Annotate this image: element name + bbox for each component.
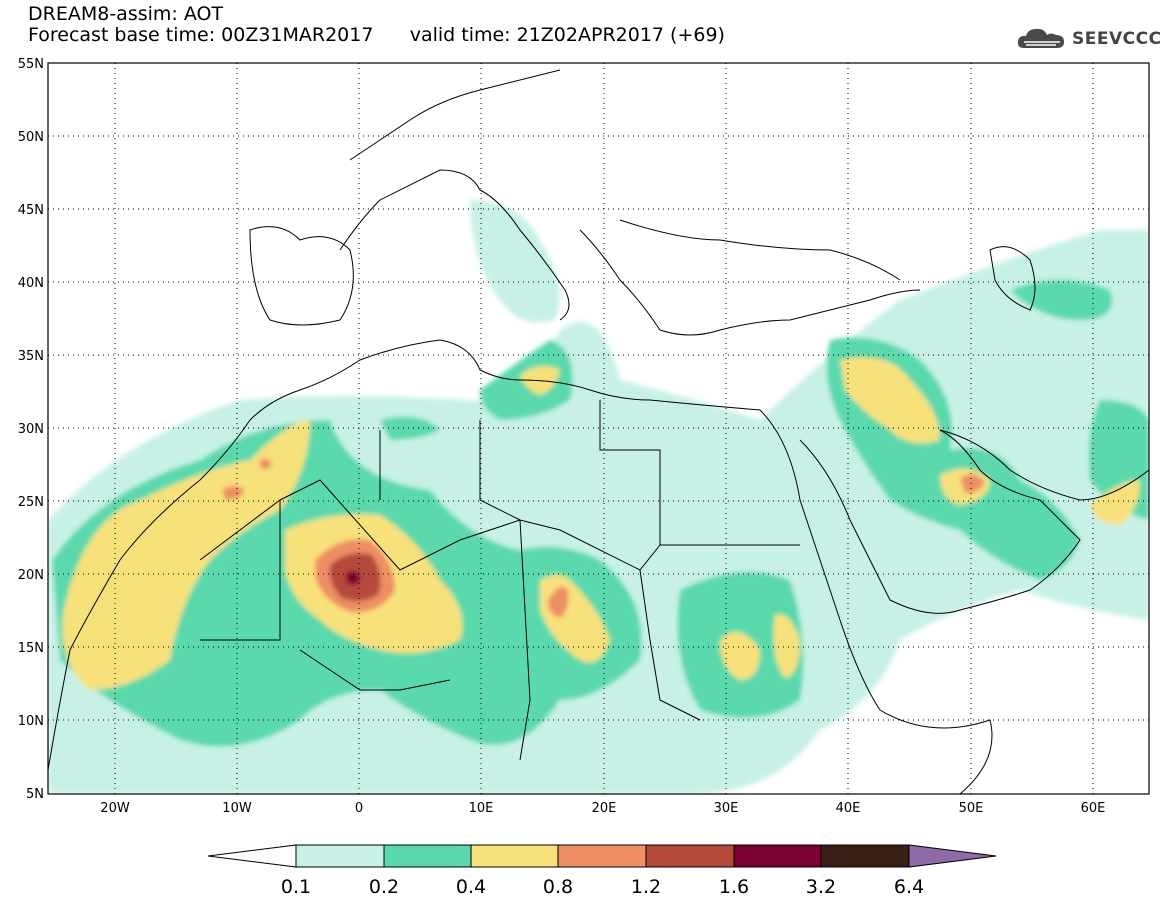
lat-label: 5N — [26, 787, 44, 802]
colorbar-label: 6.4 — [894, 876, 924, 898]
lon-label: 0 — [355, 801, 363, 816]
lat-label: 15N — [18, 641, 44, 656]
colorbar-label: 0.4 — [456, 876, 486, 898]
colorbar-swatch — [820, 844, 910, 868]
colorbar-label: 0.2 — [369, 876, 399, 898]
seevccc-logo: SEEVCCC — [1016, 26, 1162, 52]
valid-time: valid time: 21Z02APR2017 (+69) — [409, 24, 725, 46]
lat-axis: 5N 10N 15N 20N 25N 30N 35N 40N 45N 50N 5… — [18, 57, 44, 802]
lat-label: 25N — [18, 495, 44, 510]
lat-label: 55N — [18, 57, 44, 72]
colorbar: 0.1 0.2 0.4 0.8 1.2 1.6 3.2 6.4 — [207, 844, 997, 898]
lon-label: 20E — [592, 801, 617, 816]
logo-text: SEEVCCC — [1072, 29, 1162, 49]
map-title: DREAM8-assim: AOT — [28, 3, 224, 25]
colorbar-label: 0.1 — [281, 876, 311, 898]
lon-label: 20W — [100, 801, 130, 816]
graticule — [48, 63, 1149, 794]
lat-label: 35N — [18, 349, 44, 364]
colorbar-swatch — [470, 844, 559, 868]
colorbar-under-arrow — [207, 844, 297, 868]
map-frame — [47, 62, 1150, 795]
colorbar-label: 1.6 — [719, 876, 749, 898]
colorbar-over-arrow — [908, 844, 997, 868]
lon-label: 10W — [222, 801, 252, 816]
coastlines — [48, 69, 1149, 794]
lon-label: 30E — [714, 801, 739, 816]
aot-shading — [48, 200, 1149, 794]
lat-label: 50N — [18, 130, 44, 145]
colorbar-label: 0.8 — [543, 876, 573, 898]
forecast-base-time: Forecast base time: 00Z31MAR2017 — [28, 24, 374, 46]
cloud-logo-icon — [1017, 28, 1064, 48]
forecast-times: Forecast base time: 00Z31MAR2017 valid t… — [28, 25, 725, 46]
lat-label: 20N — [18, 568, 44, 583]
colorbar-swatch — [557, 844, 647, 868]
lon-axis: 20W 10W 0 10E 20E 30E 40E 50E 60E — [100, 801, 1105, 816]
lat-label: 40N — [18, 276, 44, 291]
colorbar-swatch — [295, 844, 385, 868]
lat-label: 30N — [18, 422, 44, 437]
map-title-block: DREAM8-assim: AOT Forecast base time: 00… — [28, 4, 725, 46]
colorbar-swatch — [383, 844, 472, 868]
lat-label: 10N — [18, 714, 44, 729]
colorbar-swatch — [645, 844, 735, 868]
lat-label: 45N — [18, 203, 44, 218]
lon-label: 60E — [1081, 801, 1106, 816]
aot-band-1.6 — [346, 571, 360, 585]
lon-label: 50E — [959, 801, 984, 816]
lon-label: 10E — [469, 801, 494, 816]
colorbar-label: 3.2 — [806, 876, 836, 898]
colorbar-label: 1.2 — [631, 876, 661, 898]
colorbar-swatch — [733, 844, 822, 868]
lon-label: 40E — [836, 801, 861, 816]
